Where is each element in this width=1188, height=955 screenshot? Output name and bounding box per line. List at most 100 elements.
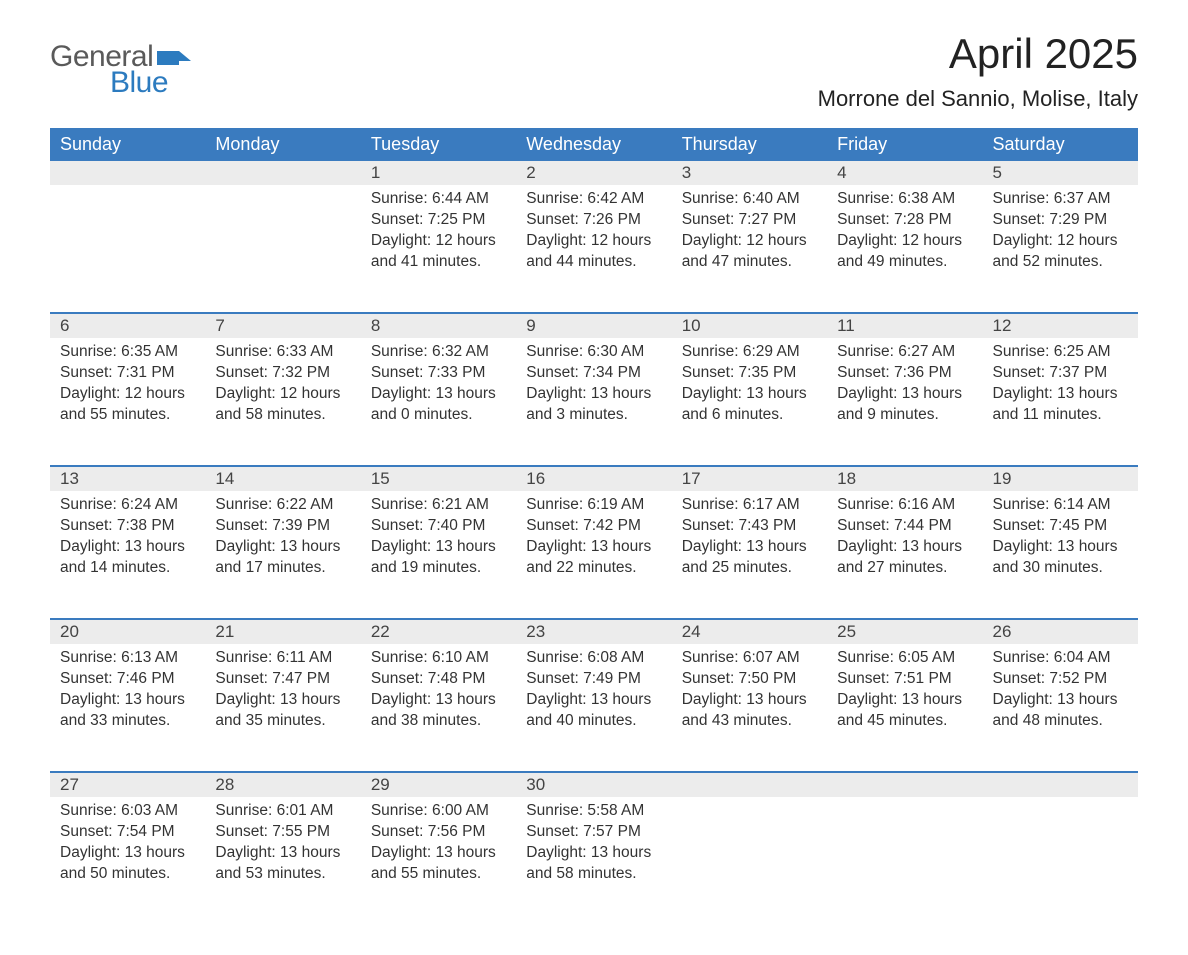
day-number-row: 12345	[50, 161, 1138, 185]
sunrise-line: Sunrise: 6:14 AM	[993, 495, 1128, 516]
sunrise-line: Sunrise: 6:00 AM	[371, 801, 506, 822]
day-number-cell: 2	[516, 161, 671, 185]
title-block: April 2025 Morrone del Sannio, Molise, I…	[818, 30, 1138, 122]
calendar-table: Sunday Monday Tuesday Wednesday Thursday…	[50, 128, 1138, 925]
daylight-line: Daylight: 13 hours and 50 minutes.	[60, 843, 195, 885]
day-number-cell	[672, 772, 827, 797]
day-number-cell: 16	[516, 466, 671, 491]
day-number-cell: 1	[361, 161, 516, 185]
sunrise-line: Sunrise: 6:17 AM	[682, 495, 817, 516]
day-data-cell	[50, 185, 205, 313]
day-number-cell	[983, 772, 1138, 797]
day-data-cell: Sunrise: 6:10 AMSunset: 7:48 PMDaylight:…	[361, 644, 516, 772]
daylight-line: Daylight: 13 hours and 3 minutes.	[526, 384, 661, 426]
day-number-cell	[50, 161, 205, 185]
sunrise-line: Sunrise: 6:22 AM	[215, 495, 350, 516]
sunset-line: Sunset: 7:45 PM	[993, 516, 1128, 537]
day-data-cell: Sunrise: 6:27 AMSunset: 7:36 PMDaylight:…	[827, 338, 982, 466]
day-number-cell: 25	[827, 619, 982, 644]
day-number-cell: 14	[205, 466, 360, 491]
daylight-line: Daylight: 13 hours and 43 minutes.	[682, 690, 817, 732]
daylight-line: Daylight: 13 hours and 25 minutes.	[682, 537, 817, 579]
sunset-line: Sunset: 7:48 PM	[371, 669, 506, 690]
day-number-row: 13141516171819	[50, 466, 1138, 491]
sunrise-line: Sunrise: 6:04 AM	[993, 648, 1128, 669]
daylight-line: Daylight: 13 hours and 19 minutes.	[371, 537, 506, 579]
sunset-line: Sunset: 7:39 PM	[215, 516, 350, 537]
day-number-cell: 11	[827, 313, 982, 338]
day-data-cell: Sunrise: 6:33 AMSunset: 7:32 PMDaylight:…	[205, 338, 360, 466]
day-data-cell: Sunrise: 6:04 AMSunset: 7:52 PMDaylight:…	[983, 644, 1138, 772]
day-number-cell: 17	[672, 466, 827, 491]
day-data-cell: Sunrise: 6:37 AMSunset: 7:29 PMDaylight:…	[983, 185, 1138, 313]
day-data-cell: Sunrise: 6:38 AMSunset: 7:28 PMDaylight:…	[827, 185, 982, 313]
daylight-line: Daylight: 12 hours and 58 minutes.	[215, 384, 350, 426]
sunset-line: Sunset: 7:56 PM	[371, 822, 506, 843]
sunset-line: Sunset: 7:57 PM	[526, 822, 661, 843]
day-data-cell: Sunrise: 6:07 AMSunset: 7:50 PMDaylight:…	[672, 644, 827, 772]
day-data-cell: Sunrise: 6:14 AMSunset: 7:45 PMDaylight:…	[983, 491, 1138, 619]
day-data-row: Sunrise: 6:44 AMSunset: 7:25 PM Daylight:…	[50, 185, 1138, 313]
daylight-line: Daylight: 13 hours and 55 minutes.	[371, 843, 506, 885]
daylight-line: Daylight: 13 hours and 17 minutes.	[215, 537, 350, 579]
day-data-row: Sunrise: 6:03 AMSunset: 7:54 PMDaylight:…	[50, 797, 1138, 925]
day-number-cell: 6	[50, 313, 205, 338]
day-data-cell: Sunrise: 6:01 AMSunset: 7:55 PMDaylight:…	[205, 797, 360, 925]
sunrise-line: Sunrise: 6:44 AM	[371, 189, 506, 210]
sunrise-line: Sunrise: 6:13 AM	[60, 648, 195, 669]
sunset-line: Sunset: 7:46 PM	[60, 669, 195, 690]
day-data-cell: Sunrise: 6:32 AMSunset: 7:33 PMDaylight:…	[361, 338, 516, 466]
day-data-row: Sunrise: 6:13 AMSunset: 7:46 PM Daylight:…	[50, 644, 1138, 772]
sunrise-line: Sunrise: 6:19 AM	[526, 495, 661, 516]
sunrise-line: Sunrise: 6:08 AM	[526, 648, 661, 669]
sunrise-line: Sunrise: 6:21 AM	[371, 495, 506, 516]
day-data-cell: Sunrise: 6:05 AMSunset: 7:51 PMDaylight:…	[827, 644, 982, 772]
day-data-cell	[672, 797, 827, 925]
sunrise-line: Sunrise: 6:38 AM	[837, 189, 972, 210]
day-data-cell	[205, 185, 360, 313]
sunset-line: Sunset: 7:31 PM	[60, 363, 195, 384]
sunrise-line: Sunrise: 6:33 AM	[215, 342, 350, 363]
sunset-line: Sunset: 7:25 PM	[371, 210, 506, 231]
sunset-line: Sunset: 7:44 PM	[837, 516, 972, 537]
day-data-cell: Sunrise: 6:40 AMSunset: 7:27 PMDaylight:…	[672, 185, 827, 313]
day-number-cell: 23	[516, 619, 671, 644]
day-number-cell: 18	[827, 466, 982, 491]
daylight-line: Daylight: 13 hours and 14 minutes.	[60, 537, 195, 579]
daylight-line: Daylight: 13 hours and 11 minutes.	[993, 384, 1128, 426]
day-data-cell: Sunrise: 6:24 AMSunset: 7:38 PMDaylight:…	[50, 491, 205, 619]
day-number-row: 20212223242526	[50, 619, 1138, 644]
sunset-line: Sunset: 7:38 PM	[60, 516, 195, 537]
weekday-header: Wednesday	[516, 128, 671, 161]
day-data-cell: Sunrise: 6:35 AMSunset: 7:31 PMDaylight:…	[50, 338, 205, 466]
day-number-cell: 9	[516, 313, 671, 338]
sunset-line: Sunset: 7:35 PM	[682, 363, 817, 384]
day-data-cell: Sunrise: 6:19 AMSunset: 7:42 PMDaylight:…	[516, 491, 671, 619]
sunset-line: Sunset: 7:49 PM	[526, 669, 661, 690]
weekday-header: Tuesday	[361, 128, 516, 161]
sunset-line: Sunset: 7:52 PM	[993, 669, 1128, 690]
day-number-cell: 10	[672, 313, 827, 338]
day-number-row: 27282930	[50, 772, 1138, 797]
day-data-cell: Sunrise: 6:11 AMSunset: 7:47 PMDaylight:…	[205, 644, 360, 772]
weekday-header: Thursday	[672, 128, 827, 161]
sunset-line: Sunset: 7:26 PM	[526, 210, 661, 231]
weekday-header-row: Sunday Monday Tuesday Wednesday Thursday…	[50, 128, 1138, 161]
day-number-cell: 29	[361, 772, 516, 797]
sunset-line: Sunset: 7:29 PM	[993, 210, 1128, 231]
day-number-row: 6789101112	[50, 313, 1138, 338]
day-data-row: Sunrise: 6:24 AMSunset: 7:38 PMDaylight:…	[50, 491, 1138, 619]
day-number-cell: 5	[983, 161, 1138, 185]
day-data-cell: Sunrise: 6:13 AMSunset: 7:46 PMDaylight:…	[50, 644, 205, 772]
day-number-cell: 4	[827, 161, 982, 185]
day-number-cell: 8	[361, 313, 516, 338]
sunset-line: Sunset: 7:37 PM	[993, 363, 1128, 384]
day-data-cell: Sunrise: 6:22 AMSunset: 7:39 PMDaylight:…	[205, 491, 360, 619]
daylight-line: Daylight: 12 hours and 49 minutes.	[837, 231, 972, 273]
sunset-line: Sunset: 7:34 PM	[526, 363, 661, 384]
day-number-cell: 13	[50, 466, 205, 491]
daylight-line: Daylight: 12 hours and 52 minutes.	[993, 231, 1128, 273]
sunrise-line: Sunrise: 6:24 AM	[60, 495, 195, 516]
day-data-cell: Sunrise: 6:25 AMSunset: 7:37 PMDaylight:…	[983, 338, 1138, 466]
daylight-line: Daylight: 13 hours and 58 minutes.	[526, 843, 661, 885]
